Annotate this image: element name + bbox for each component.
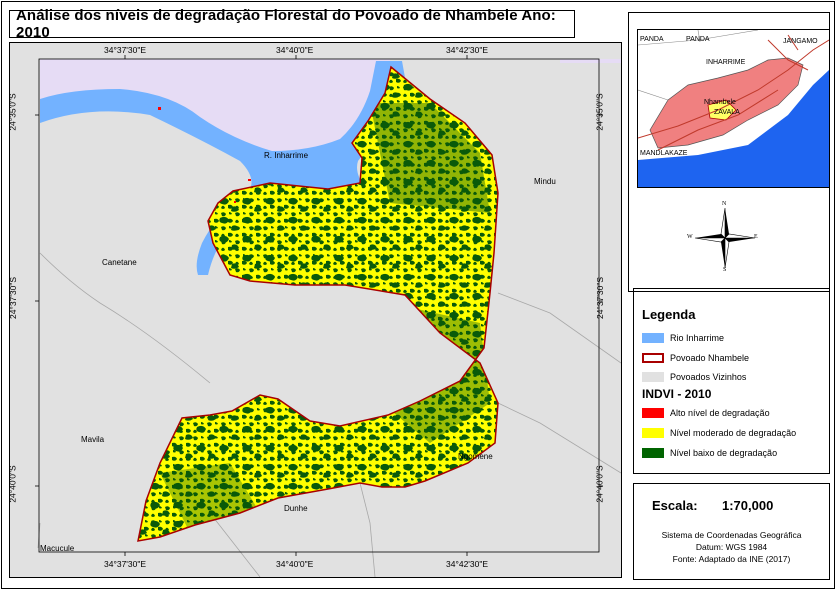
compass-s: S — [723, 267, 727, 273]
inset-label-panda-2: PANDA — [686, 36, 710, 43]
high-degradation-spot — [248, 179, 251, 181]
label-dunhe: Dunhe — [284, 504, 308, 513]
crs-text: Sistema de Coordenadas Geográfica — [661, 530, 802, 540]
legend-label: Alto nível de degradação — [670, 408, 770, 418]
compass-e: E — [754, 234, 758, 240]
legend-swatch — [642, 428, 664, 438]
legend-class-moderate: Nível moderado de degradação — [642, 426, 796, 440]
title-box: Análise dos níveis de degradação Florest… — [9, 7, 575, 41]
datum-text: Datum: WGS 1984 — [695, 542, 768, 552]
legend-swatch — [642, 333, 664, 343]
high-degradation-spot — [158, 107, 161, 110]
coord-top-2: 34°40'0"E — [276, 45, 314, 55]
main-map-frame: 34°37'30"E 34°40'0"E 34°42'30"E 34°37'30… — [7, 42, 622, 578]
legend-swatch — [642, 448, 664, 458]
coord-right-1: 24°35'0"S — [594, 93, 605, 131]
inset-label-mandlakaze: MANDLAKAZE — [640, 150, 688, 157]
legend-label: Povoado Nhambele — [670, 353, 750, 363]
map-title: Análise dos níveis de degradação Florest… — [16, 7, 556, 41]
compass-w: W — [687, 234, 693, 240]
high-degradation-spot — [234, 201, 236, 203]
legend-label: Povoados Vizinhos — [670, 372, 747, 382]
legend-swatch — [642, 372, 664, 382]
label-mavila: Mavila — [81, 435, 105, 444]
coord-left-1: 24°35'0"S — [7, 93, 18, 131]
locator-map-svg — [638, 30, 829, 187]
label-river: R. Inharrime — [264, 151, 309, 160]
graticule-ticks — [35, 55, 603, 556]
lagoon-area — [40, 59, 390, 163]
scale-value: 1:70,000 — [722, 498, 774, 513]
label-macucule: Macucule — [40, 544, 75, 553]
data-frame-border — [38, 58, 600, 553]
legend-item-river: Rio Inharrime — [642, 331, 724, 345]
roads — [638, 34, 829, 151]
inset-label-zavala: ZAVALA — [714, 109, 740, 116]
coord-bottom-3: 34°42'30"E — [446, 559, 489, 569]
legend-item-village: Povoado Nhambele — [642, 351, 749, 365]
source-text: Fonte: Adaptado da INE (2017) — [672, 554, 791, 564]
inset-label-jangamo: JANGAMO — [783, 38, 818, 45]
scale-label: Escala: — [652, 498, 698, 513]
coord-top-1: 34°37'30"E — [104, 45, 147, 55]
ocean — [638, 70, 829, 187]
label-ngomene: Ngomene — [458, 452, 493, 461]
compass-n: N — [722, 201, 727, 207]
legend-swatch — [642, 408, 664, 418]
north-arrow-icon — [694, 207, 756, 269]
legend-class-high: Alto nível de degradação — [642, 406, 770, 420]
coord-bottom-2: 34°40'0"E — [276, 559, 314, 569]
legend-label: Nível moderado de degradação — [670, 428, 797, 438]
legend-label: Rio Inharrime — [670, 333, 725, 343]
legend-swatch — [642, 353, 664, 363]
coord-bottom-1: 34°37'30"E — [104, 559, 147, 569]
coord-left-2: 24°37'30"S — [8, 276, 19, 320]
legend-class-low: Nível baixo de degradação — [642, 446, 777, 460]
legend-item-neighbors: Povoados Vizinhos — [642, 370, 746, 384]
coord-right-2: 24°37'30"S — [595, 276, 606, 320]
legend-label: Nível baixo de degradação — [670, 448, 778, 458]
locator-map: PANDA PANDA JANGAMO INHARRIME Nhambele Z… — [637, 29, 830, 188]
coord-right-3: 24°40'0"S — [594, 465, 605, 503]
legend-title: Legenda — [642, 307, 696, 322]
legend: Legenda Rio Inharrime Povoado Nhambele P… — [633, 288, 830, 474]
legend-subtitle: INDVI - 2010 — [642, 387, 712, 401]
inset-label-nhambele: Nhambele — [704, 99, 736, 106]
coord-top-3: 34°42'30"E — [446, 45, 489, 55]
label-mindu: Mindu — [534, 177, 556, 186]
inset-label-inharrime: INHARRIME — [706, 59, 746, 66]
scale-box: Escala: 1:70,000 Sistema de Coordenadas … — [633, 483, 830, 580]
inset-label-panda-1: PANDA — [640, 36, 664, 43]
label-canetane: Canetane — [102, 258, 137, 267]
coord-left-3: 24°40'0"S — [7, 465, 18, 503]
main-map — [10, 43, 621, 577]
nhambele-boundary — [137, 65, 499, 542]
